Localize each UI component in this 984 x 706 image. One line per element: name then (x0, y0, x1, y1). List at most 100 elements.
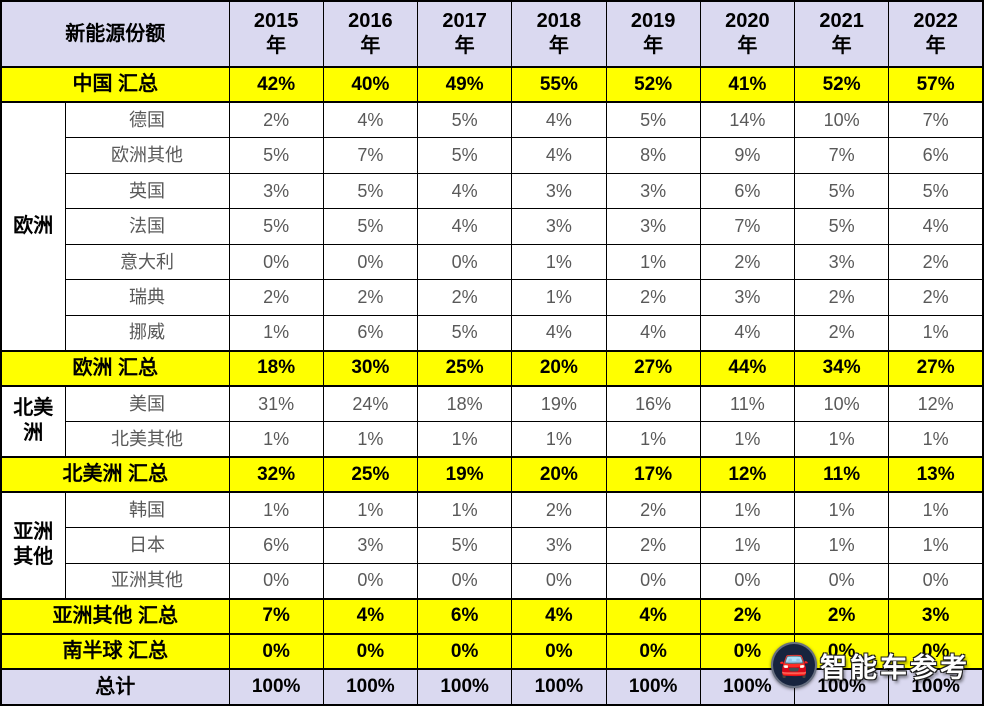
value-cell: 3% (605, 172, 701, 210)
value-cell: 2% (605, 527, 701, 564)
value-cell: 34% (793, 349, 890, 387)
year-column-header: 2015 年 (228, 0, 324, 68)
value-cell: 100% (793, 668, 890, 706)
value-cell: 44% (699, 349, 796, 387)
value-cell: 10% (793, 101, 890, 139)
summary-label-cell: 欧洲 汇总 (0, 349, 230, 387)
summary-row: 亚洲其他 汇总 7% 4% 6% 4% 4% 2% 2% 3% (0, 597, 984, 636)
value-cell: 0% (699, 632, 796, 671)
value-cell: 57% (888, 65, 984, 104)
value-cell: 5% (416, 527, 513, 564)
value-cell: 25% (322, 455, 419, 494)
value-cell: 5% (228, 208, 324, 245)
value-cell: 1% (793, 527, 890, 564)
value-cell: 3% (511, 527, 607, 564)
value-cell: 1% (605, 243, 701, 281)
value-cell: 1% (699, 491, 796, 529)
value-cell: 5% (322, 172, 419, 210)
value-cell: 55% (511, 65, 607, 104)
value-cell: 3% (699, 279, 796, 316)
summary-row: 中国 汇总 42% 40% 49% 55% 52% 41% 52% 57% (0, 65, 984, 104)
value-cell: 40% (322, 65, 419, 104)
value-cell: 0% (228, 243, 324, 281)
summary-row: 南半球 汇总 0% 0% 0% 0% 0% 0% 0% 0% (0, 632, 984, 671)
value-cell: 0% (511, 562, 607, 600)
value-cell: 20% (511, 455, 607, 494)
value-cell: 10% (793, 385, 890, 422)
country-label-cell: 北美其他 (64, 420, 230, 458)
value-cell: 6% (699, 172, 796, 210)
value-cell: 6% (322, 314, 419, 352)
year-column-header: 2016 年 (322, 0, 419, 68)
value-cell: 8% (605, 137, 701, 174)
value-cell: 6% (228, 527, 324, 564)
year-column-header: 2021 年 (793, 0, 890, 68)
value-cell: 3% (511, 172, 607, 210)
table-row: 日本 6% 3% 5% 3% 2% 1% 1% 1% (1, 527, 984, 564)
value-cell: 5% (322, 208, 419, 245)
country-label-cell: 意大利 (64, 243, 230, 281)
value-cell: 0% (322, 562, 419, 600)
value-cell: 16% (605, 385, 701, 422)
table-row: 英国 3% 5% 4% 3% 3% 6% 5% 5% (1, 172, 984, 210)
summary-row: 北美洲 汇总 32% 25% 19% 20% 17% 12% 11% 13% (0, 455, 984, 494)
value-cell: 1% (416, 491, 513, 529)
value-cell: 3% (605, 208, 701, 245)
value-cell: 2% (605, 279, 701, 316)
value-cell: 2% (793, 279, 890, 316)
value-cell: 7% (699, 208, 796, 245)
country-label-cell: 瑞典 (64, 279, 230, 316)
value-cell: 19% (416, 455, 513, 494)
value-cell: 100% (888, 668, 984, 706)
summary-label-cell: 北美洲 汇总 (0, 455, 230, 494)
region-group-cell: 北美 洲 (0, 385, 66, 458)
value-cell: 5% (793, 208, 890, 245)
value-cell: 18% (416, 385, 513, 422)
value-cell: 5% (416, 101, 513, 139)
value-cell: 0% (699, 562, 796, 600)
value-cell: 5% (228, 137, 324, 174)
value-cell: 2% (605, 491, 701, 529)
region-group-cell: 亚洲 其他 (0, 491, 66, 600)
country-label-cell: 日本 (64, 527, 230, 564)
value-cell: 1% (888, 491, 984, 529)
country-label-cell: 美国 (64, 385, 230, 422)
value-cell: 1% (228, 314, 324, 352)
region-group-cell: 欧洲 (0, 101, 66, 352)
header-row: 新能源份额 2015 年 2016 年 2017 年 2018 年 2019 年 2020… (0, 0, 984, 68)
value-cell: 1% (228, 491, 324, 529)
value-cell: 4% (605, 314, 701, 352)
table-row: 北美其他 1% 1% 1% 1% 1% 1% 1% 1% (1, 420, 984, 458)
value-cell: 11% (699, 385, 796, 422)
value-cell: 0% (888, 562, 984, 600)
value-cell: 1% (228, 420, 324, 458)
table-row: 欧洲 德国 2% 4% 5% 4% 5% 14% 10% 7% (0, 101, 984, 352)
table-title-cell: 新能源份额 (0, 0, 230, 68)
value-cell: 2% (322, 279, 419, 316)
value-cell: 3% (228, 172, 324, 210)
value-cell: 100% (228, 668, 324, 706)
value-cell: 3% (793, 243, 890, 281)
value-cell: 1% (793, 491, 890, 529)
value-cell: 6% (416, 597, 513, 636)
value-cell: 14% (699, 101, 796, 139)
value-cell: 2% (511, 491, 607, 529)
value-cell: 7% (793, 137, 890, 174)
summary-label-cell: 中国 汇总 (0, 65, 230, 104)
country-label-cell: 法国 (64, 208, 230, 245)
value-cell: 2% (888, 279, 984, 316)
country-label-cell: 英国 (64, 172, 230, 210)
value-cell: 1% (699, 420, 796, 458)
year-column-header: 2020 年 (699, 0, 796, 68)
value-cell: 4% (416, 208, 513, 245)
value-cell: 5% (605, 101, 701, 139)
table-row: 瑞典 2% 2% 2% 1% 2% 3% 2% 2% (1, 279, 984, 316)
value-cell: 1% (511, 420, 607, 458)
total-label-cell: 总计 (0, 668, 230, 706)
value-cell: 1% (511, 279, 607, 316)
value-cell: 4% (322, 597, 419, 636)
summary-label-cell: 南半球 汇总 (0, 632, 230, 671)
summary-row: 欧洲 汇总 18% 30% 25% 20% 27% 44% 34% 27% (0, 349, 984, 387)
value-cell: 0% (322, 632, 419, 671)
value-cell: 4% (511, 101, 607, 139)
